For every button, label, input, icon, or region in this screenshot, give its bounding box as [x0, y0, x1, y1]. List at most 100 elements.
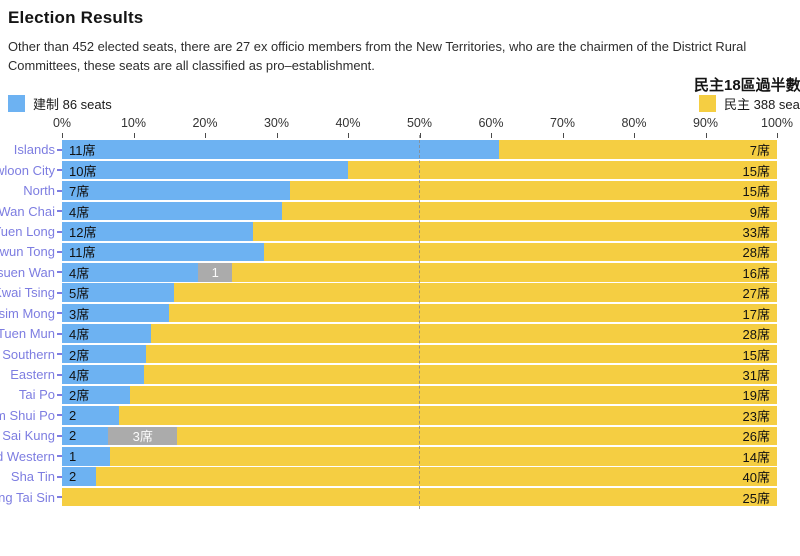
district-label: Central and Western: [0, 448, 55, 464]
establishment-bar-segment: 2: [62, 406, 120, 425]
establishment-bar-segment: 10席: [62, 160, 348, 180]
chart-subtitle: Other than 452 elected seats, there are …: [8, 37, 746, 75]
chart-row: Wong Tai Sin 25席: [0, 487, 800, 507]
stacked-bar: 12席 33席: [62, 222, 777, 241]
district-label: Tuen Mun: [0, 326, 55, 342]
seat-count-label: 7席: [69, 184, 90, 200]
seat-count-label: 28席: [742, 245, 770, 261]
legend-establishment-label: 建制 86 seats: [33, 97, 112, 112]
seat-count-label: 33席: [742, 224, 770, 240]
district-label: Tsuen Wan: [0, 264, 55, 280]
x-axis-tick-mark: [276, 133, 278, 138]
y-axis-tick-mark: [56, 455, 62, 458]
district-label: Eastern: [10, 367, 55, 383]
seat-count-label: 4席: [69, 327, 90, 343]
establishment-bar-segment: 4席: [62, 365, 144, 384]
establishment-bar-segment: 3席: [62, 303, 170, 323]
district-label: Sham Shui Po: [0, 407, 55, 423]
democrat-bar-segment: 28席: [151, 324, 777, 343]
x-axis-tick-label: 90%: [692, 116, 719, 130]
chart-row: Central and Western 1 14席: [0, 446, 800, 466]
stacked-bar: 2 23席: [62, 406, 777, 425]
chart-row: Tsuen Wan 4席 1 16席: [0, 262, 800, 282]
seat-count-label: 4席: [69, 204, 90, 220]
democrat-bar-segment: 23席: [119, 406, 777, 425]
stacked-bar: 10席 15席: [62, 160, 777, 180]
seat-count-label: 1: [211, 264, 219, 280]
seat-count-label: 1: [69, 448, 77, 464]
chart-row: Wan Chai 4席 9席: [0, 201, 800, 221]
establishment-bar-segment: 4席: [62, 263, 199, 282]
establishment-bar-segment: 4席: [62, 201, 282, 221]
stacked-bar: 4席 28席: [62, 324, 777, 343]
subtitle-line-2: Committees, these seats are all classifi…: [8, 58, 375, 73]
stacked-bar: 11席 7席: [62, 140, 777, 159]
seat-count-label: 15席: [742, 184, 770, 200]
district-label: Islands: [13, 142, 55, 158]
seat-count-label: 31席: [742, 368, 770, 383]
democrat-bar-segment: 27席: [173, 283, 777, 303]
x-axis-tick-mark: [491, 133, 492, 138]
stacked-bar: 2 3席 26席: [62, 426, 777, 446]
stacked-bar: 2 40席: [62, 467, 777, 486]
seat-count-label: 15席: [742, 163, 770, 179]
x-axis-tick-mark: [634, 133, 635, 138]
stacked-bar: 1 14席: [62, 446, 777, 466]
x-axis-tick-label: 20%: [192, 116, 218, 130]
seat-count-label: 27席: [742, 286, 770, 302]
district-label: Wan Chai: [0, 203, 55, 219]
democrat-bar-segment: 9席: [282, 201, 777, 221]
chart-row: Eastern 4席 31席: [0, 364, 800, 384]
chart-row: Islands 11席 7席: [0, 140, 800, 160]
page-title: Election Results: [8, 8, 144, 27]
district-label: Yau Tsim Mong: [0, 305, 55, 321]
democrat-bar-segment: 15席: [289, 181, 777, 200]
x-axis-tick-mark: [777, 133, 778, 138]
seat-count-label: 2: [69, 428, 77, 444]
seat-count-label: 10席: [69, 163, 97, 179]
establishment-bar-segment: 4席: [62, 324, 152, 343]
establishment-bar-segment: 11席: [62, 140, 499, 159]
democrat-bar-segment: 15席: [348, 160, 777, 180]
x-axis-tick-mark: [419, 133, 421, 138]
y-axis-tick-mark: [56, 312, 62, 315]
x-axis-tick-label: 50%: [406, 116, 433, 130]
establishment-bar-segment: 11席: [62, 242, 264, 262]
seat-count-label: 11席: [69, 245, 96, 261]
y-axis-tick-mark: [56, 271, 62, 274]
y-axis-tick-mark: [56, 373, 62, 376]
legend-establishment: 建制 86 seats: [8, 94, 112, 113]
seat-count-label: 14席: [742, 449, 770, 465]
establishment-bar-segment: 5席: [62, 283, 174, 303]
chart-row: Tai Po 2席 19席: [0, 385, 800, 405]
seat-count-label: 2: [69, 407, 77, 423]
stacked-bar: 3席 17席: [62, 303, 777, 323]
other-bar-segment: 1: [198, 263, 233, 282]
stacked-bar: 11席 28席: [62, 242, 777, 262]
seat-count-label: 3席: [132, 429, 153, 445]
seat-count-label: 5席: [69, 286, 90, 302]
establishment-bar-segment: 2席: [62, 385, 131, 405]
chart-row: Yuen Long 12席 33席: [0, 221, 800, 241]
legend-democrat-swatch: [699, 95, 716, 112]
district-label: Yuen Long: [0, 223, 55, 239]
y-axis-tick-mark: [56, 169, 62, 172]
y-axis-tick-mark: [56, 250, 62, 253]
establishment-bar-segment: 12席: [62, 222, 253, 241]
democrat-bar-segment: 19席: [130, 385, 777, 405]
stacked-bar: 2席 15席: [62, 344, 777, 364]
democrat-bar-segment: 40席: [96, 467, 777, 486]
chart-row: Tuen Mun 4席 28席: [0, 323, 800, 343]
y-axis-tick-mark: [56, 291, 62, 294]
stacked-bar: 2席 19席: [62, 385, 777, 405]
legend-democrat: 民主 388 seats: [699, 94, 800, 113]
seat-count-label: 19席: [742, 388, 770, 404]
democrat-bar-segment: 15席: [146, 344, 777, 364]
chart-row: Sai Kung 2 3席 26席: [0, 426, 800, 446]
establishment-bar-segment: 2席: [62, 344, 147, 364]
seat-count-label: 26席: [742, 429, 770, 445]
legend-democrat-label: 民主 388 seats: [724, 97, 800, 112]
x-axis-tick-label: 30%: [263, 116, 290, 130]
chart-row: Kwai Tsing 5席 27席: [0, 283, 800, 303]
